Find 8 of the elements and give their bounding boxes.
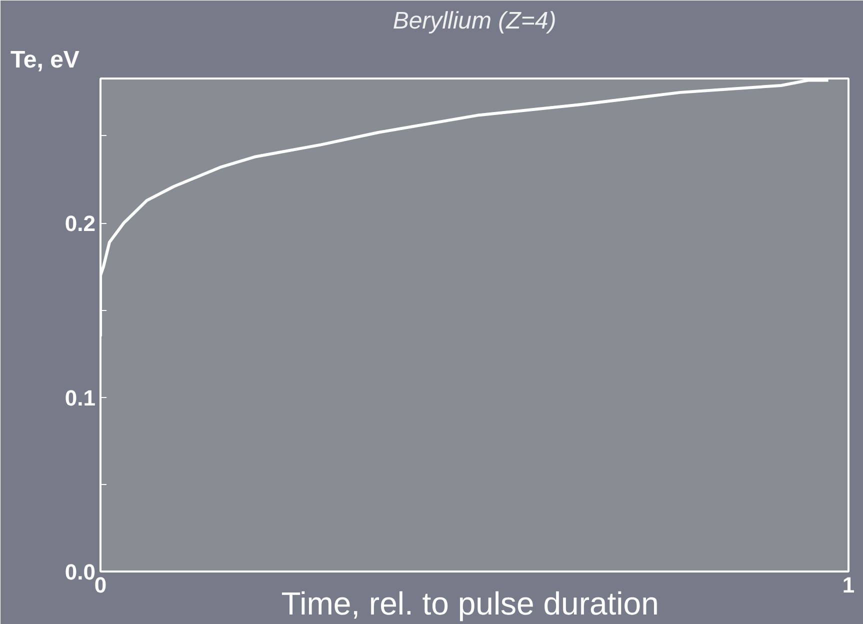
x-tick-label: 1 <box>842 572 855 598</box>
x-tick-label: 0 <box>94 572 107 598</box>
y-tick-label: 0.2 <box>64 211 96 236</box>
y-tick-label: 0.0 <box>64 560 96 584</box>
y-tick-label: 0.1 <box>64 385 96 410</box>
chart-title: Beryllium (Z=4) <box>392 8 556 34</box>
y-axis-title: Te, eV <box>10 46 80 74</box>
x-axis-title: Time, rel. to pulse duration <box>281 586 659 622</box>
